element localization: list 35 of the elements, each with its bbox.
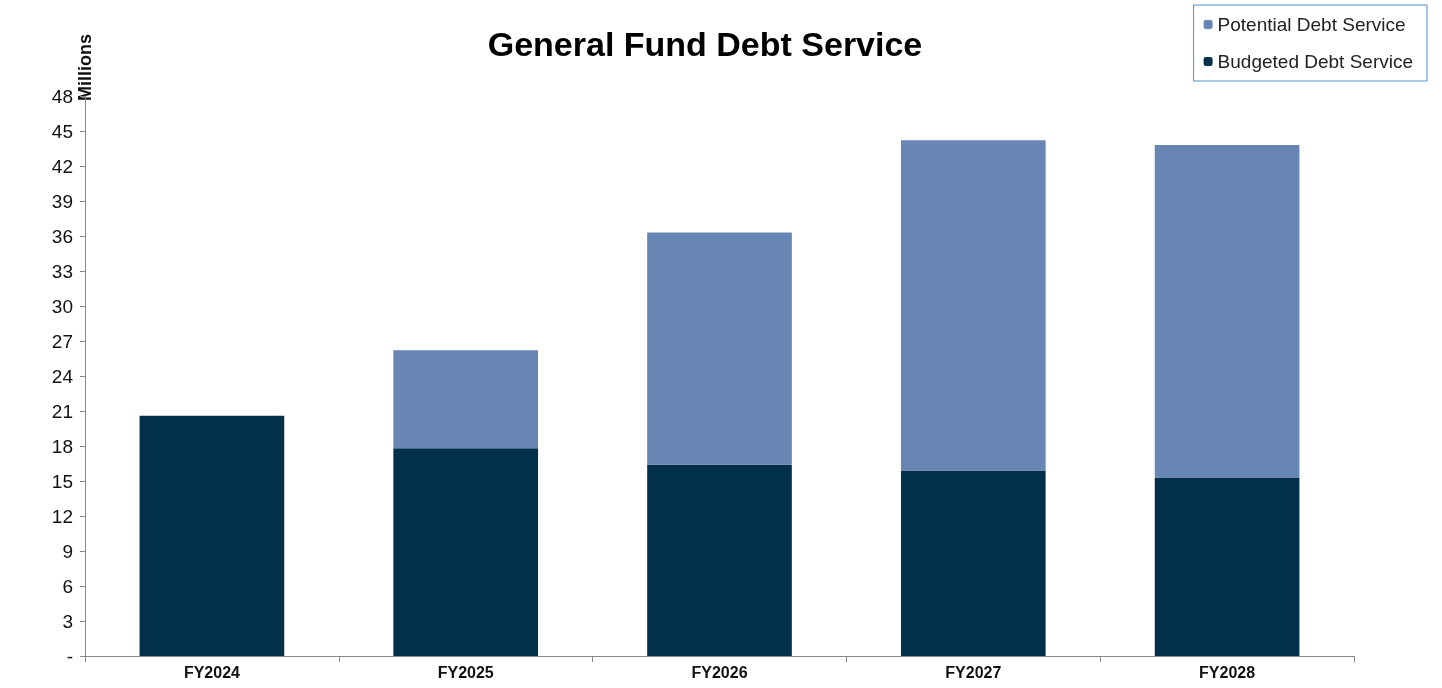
y-tick-label: 24	[51, 365, 74, 387]
y-tick-label: 33	[51, 260, 73, 282]
y-tick-label: 18	[51, 435, 73, 457]
y-tick-label: 48	[51, 85, 73, 107]
y-tick-label: 12	[51, 505, 73, 527]
bar	[900, 470, 1046, 656]
y-tick-label: 9	[62, 540, 73, 562]
x-tick-label: FY2026	[691, 663, 748, 681]
bar	[393, 448, 539, 656]
bar	[1154, 477, 1300, 656]
y-tick-label: 30	[51, 295, 73, 317]
bar	[647, 464, 792, 656]
legend-label: Potential Debt Service	[1217, 14, 1406, 35]
x-tick-label: FY2028	[1199, 663, 1256, 681]
y-tick-label: 27	[51, 330, 73, 352]
bar	[900, 140, 1046, 471]
legend-label: Budgeted Debt Service	[1217, 51, 1414, 72]
y-tick-label: 15	[51, 470, 73, 492]
x-tick-label: FY2025	[437, 663, 494, 681]
x-tick-label: FY2027	[945, 663, 1002, 681]
bar	[139, 415, 285, 656]
y-tick-label: 21	[51, 400, 73, 422]
y-tick-label: 36	[51, 225, 73, 247]
y-tick-label: -	[66, 645, 73, 667]
y-tick-label: 6	[62, 575, 73, 597]
x-tick-label: FY2024	[183, 663, 241, 681]
bar	[393, 350, 539, 449]
y-tick-label: 39	[51, 190, 73, 212]
y-tick-label: 45	[51, 120, 73, 142]
y-axis-title: Millions	[75, 34, 95, 101]
y-tick-label: 3	[62, 610, 73, 632]
chart-title: General Fund Debt Service	[487, 25, 923, 63]
bar	[647, 232, 792, 465]
bar	[1154, 145, 1300, 478]
y-tick-label: 42	[51, 155, 73, 177]
